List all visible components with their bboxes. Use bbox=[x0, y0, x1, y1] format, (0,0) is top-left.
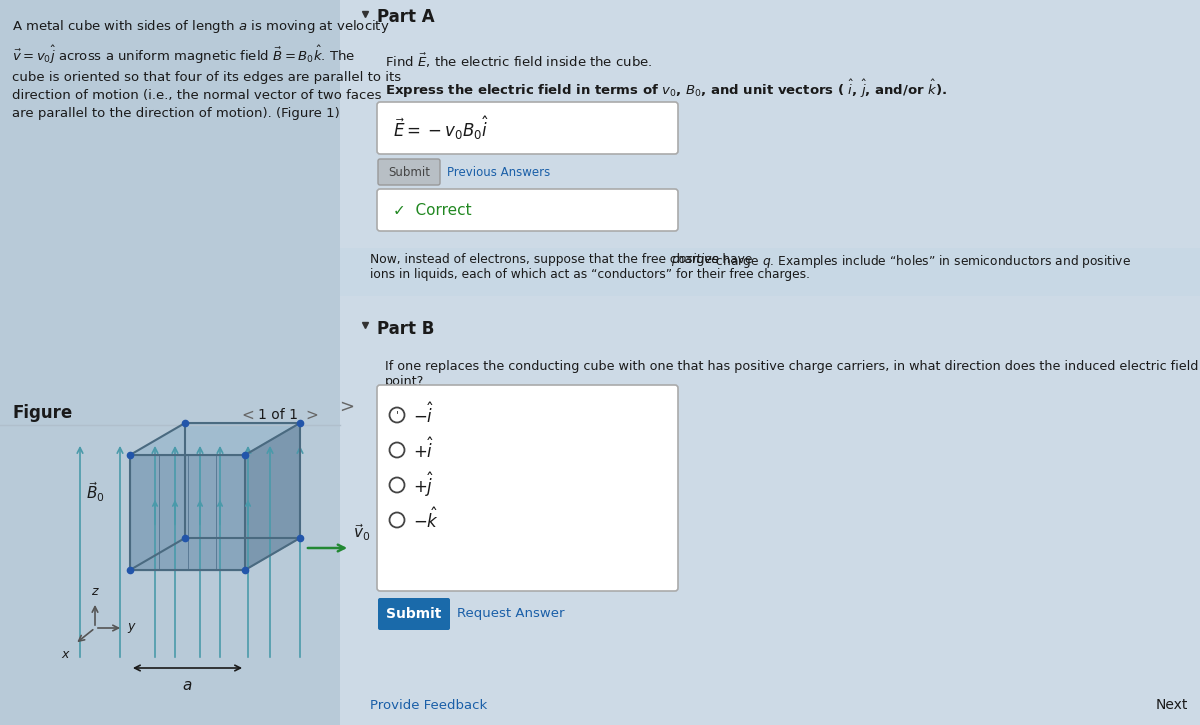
Text: $z$: $z$ bbox=[90, 585, 100, 598]
Text: Previous Answers: Previous Answers bbox=[446, 165, 551, 178]
FancyBboxPatch shape bbox=[377, 102, 678, 154]
Text: If one replaces the conducting cube with one that has positive charge carriers, : If one replaces the conducting cube with… bbox=[385, 360, 1199, 388]
Text: $-\hat{k}$: $-\hat{k}$ bbox=[413, 507, 439, 532]
FancyBboxPatch shape bbox=[377, 385, 678, 591]
Text: Figure: Figure bbox=[12, 404, 72, 422]
Text: Now, instead of electrons, suppose that the free charges have: Now, instead of electrons, suppose that … bbox=[370, 253, 756, 266]
Text: charge $q$. Examples include “holes” in semiconductors and positive: charge $q$. Examples include “holes” in … bbox=[713, 253, 1132, 270]
Text: >: > bbox=[340, 398, 354, 416]
Polygon shape bbox=[130, 423, 300, 455]
Circle shape bbox=[390, 478, 404, 492]
Text: $x$: $x$ bbox=[61, 648, 71, 661]
FancyBboxPatch shape bbox=[378, 598, 450, 630]
Text: Request Answer: Request Answer bbox=[457, 608, 564, 621]
Polygon shape bbox=[130, 455, 245, 570]
FancyBboxPatch shape bbox=[340, 248, 1200, 296]
FancyBboxPatch shape bbox=[377, 189, 678, 231]
Text: $a$: $a$ bbox=[182, 678, 193, 693]
Text: >: > bbox=[306, 408, 318, 423]
Text: $y$: $y$ bbox=[127, 621, 137, 635]
Circle shape bbox=[390, 442, 404, 457]
Text: ': ' bbox=[396, 410, 398, 420]
Text: positive: positive bbox=[671, 253, 719, 266]
Text: $-\hat{i}$: $-\hat{i}$ bbox=[413, 402, 434, 427]
Text: Find $\vec{E}$, the electric field inside the cube.: Find $\vec{E}$, the electric field insid… bbox=[385, 52, 653, 70]
Text: ✓  Correct: ✓ Correct bbox=[394, 202, 472, 217]
FancyBboxPatch shape bbox=[340, 0, 1200, 725]
Text: A metal cube with sides of length $a$ is moving at velocity
$\vec{v} = v_0\hat{j: A metal cube with sides of length $a$ is… bbox=[12, 18, 401, 120]
FancyBboxPatch shape bbox=[0, 0, 340, 725]
Text: Provide Feedback: Provide Feedback bbox=[370, 699, 487, 712]
Text: Part A: Part A bbox=[377, 8, 434, 26]
Text: Submit: Submit bbox=[386, 607, 442, 621]
Circle shape bbox=[390, 407, 404, 423]
Text: <: < bbox=[241, 408, 254, 423]
Text: $+\hat{i}$: $+\hat{i}$ bbox=[413, 438, 434, 463]
Text: $\vec{B}_0$: $\vec{B}_0$ bbox=[85, 480, 104, 504]
Text: $\vec{v}_0$: $\vec{v}_0$ bbox=[353, 522, 371, 543]
Text: $+\hat{j}$: $+\hat{j}$ bbox=[413, 471, 434, 500]
Text: Submit: Submit bbox=[388, 165, 430, 178]
Text: $\vec{E} = -v_0B_0\hat{i}$: $\vec{E} = -v_0B_0\hat{i}$ bbox=[394, 115, 488, 142]
Polygon shape bbox=[245, 423, 300, 570]
Text: Express the electric field in terms of $v_0$, $B_0$, and unit vectors ( $\hat{i}: Express the electric field in terms of $… bbox=[385, 78, 947, 100]
Text: Part B: Part B bbox=[377, 320, 434, 338]
Text: 1 of 1: 1 of 1 bbox=[258, 408, 298, 422]
Circle shape bbox=[390, 513, 404, 528]
Text: Next: Next bbox=[1156, 698, 1188, 712]
FancyBboxPatch shape bbox=[378, 159, 440, 185]
Text: ions in liquids, each of which act as “conductors” for their free charges.: ions in liquids, each of which act as “c… bbox=[370, 268, 810, 281]
